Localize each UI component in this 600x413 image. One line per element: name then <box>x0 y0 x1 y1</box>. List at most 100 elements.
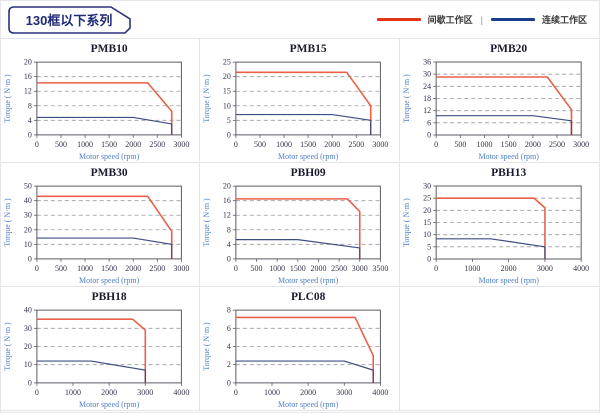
y-tick-label: 18 <box>423 94 431 103</box>
continuous-zone-line <box>236 113 372 135</box>
x-tick-label: 3000 <box>352 264 368 273</box>
y-tick-label: 50 <box>24 182 32 191</box>
intermittent-zone-line <box>435 76 572 135</box>
x-tick-label: 1000 <box>270 264 286 273</box>
x-tick-label: 1000 <box>77 264 93 273</box>
y-tick-label: 16 <box>223 196 231 205</box>
x-axis-label: Motor speed (rpm) <box>478 152 539 161</box>
y-tick-label: 12 <box>24 87 32 96</box>
y-tick-label: 0 <box>227 378 231 387</box>
x-tick-label: 3000 <box>573 140 589 149</box>
x-tick-label: 3000 <box>173 140 189 149</box>
series-title-box: 130框以下系列 <box>8 5 131 34</box>
y-tick-label: 36 <box>423 58 431 67</box>
y-tick-label: 30 <box>24 211 32 220</box>
continuous-zone-line <box>36 237 173 259</box>
y-tick-label: 30 <box>423 70 431 79</box>
y-tick-label: 20 <box>24 58 32 67</box>
chart-canvas: PBH09 0 500 1000 1500 2000 2500 3000 3500 0 4 8 12 16… <box>202 167 389 285</box>
legend-separator: | <box>480 14 483 25</box>
y-axis-label: Torque ( N·m ) <box>402 198 411 247</box>
y-tick-label: 15 <box>223 87 231 96</box>
chart-canvas: PMB15 0 500 1000 1500 2000 2500 3000 0 5 10 15 20 25 M… <box>202 43 389 161</box>
y-axis-label: Torque ( N·m ) <box>402 74 411 123</box>
chart-cell-PMB15: PMB15 0 500 1000 1500 2000 2500 3000 0 5 10 15 20 25 M… <box>200 39 400 163</box>
x-axis-label: Motor speed (rpm) <box>79 400 140 409</box>
y-tick-label: 15 <box>423 218 431 227</box>
x-tick-label: 3000 <box>537 264 553 273</box>
y-axis-label: Torque ( N·m ) <box>3 74 12 123</box>
y-tick-label: 0 <box>227 130 231 139</box>
x-tick-label: 0 <box>234 264 238 273</box>
y-tick-label: 20 <box>423 206 431 215</box>
y-tick-label: 0 <box>28 254 32 263</box>
intermittent-zone-line <box>435 197 546 259</box>
plot-border <box>36 61 182 136</box>
x-tick-label: 2000 <box>300 388 316 397</box>
legend-item-continuous: 连续工作区 <box>490 13 587 26</box>
continuous-zone-swatch <box>490 18 535 21</box>
x-tick-label: 2000 <box>524 140 540 149</box>
chart-title: PMB20 <box>490 43 527 55</box>
y-tick-label: 40 <box>24 196 32 205</box>
x-tick-label: 3000 <box>373 140 389 149</box>
chart-cell-PMB20: PMB20 0 500 1000 1500 2000 2500 3000 0 6 12 18 24 30 3… <box>399 39 599 163</box>
continuous-zone-line <box>36 116 173 135</box>
y-tick-label: 12 <box>423 106 431 115</box>
x-tick-label: 2000 <box>125 264 141 273</box>
y-tick-label: 5 <box>427 242 431 251</box>
x-tick-label: 0 <box>234 140 238 149</box>
page-header: 130框以下系列 间歇工作区 | 连续工作区 <box>1 1 599 38</box>
chart-cell-PMB10: PMB10 0 500 1000 1500 2000 2500 3000 0 4 8 12 16 20 Mo… <box>1 39 201 163</box>
page-title: 130框以下系列 <box>26 13 113 28</box>
legend-item-intermittent: 间歇工作区 <box>376 13 473 26</box>
y-axis-label: Torque ( N·m ) <box>202 198 211 247</box>
chart-cell-PMB30: PMB30 0 500 1000 1500 2000 2500 3000 0 10 20 30 40 50… <box>1 163 201 287</box>
chart-title: PMB30 <box>91 167 128 179</box>
x-tick-label: 2500 <box>149 264 165 273</box>
y-tick-label: 24 <box>423 82 431 91</box>
x-tick-label: 0 <box>234 388 238 397</box>
chart-title: PMB10 <box>91 43 128 55</box>
x-axis-label: Motor speed (rpm) <box>278 400 339 409</box>
x-tick-label: 1500 <box>300 140 316 149</box>
x-tick-label: 1000 <box>476 140 492 149</box>
x-tick-label: 3500 <box>373 264 389 273</box>
y-tick-label: 4 <box>227 240 231 249</box>
chart-title: PBH18 <box>92 291 127 303</box>
x-tick-label: 3000 <box>173 264 189 273</box>
x-tick-label: 2000 <box>101 388 117 397</box>
x-tick-label: 2000 <box>311 264 327 273</box>
y-tick-label: 8 <box>28 101 32 110</box>
x-axis-label: Motor speed (rpm) <box>79 152 140 161</box>
x-axis-label: Motor speed (rpm) <box>478 276 539 285</box>
intermittent-zone-line <box>236 198 361 259</box>
y-tick-label: 20 <box>24 342 32 351</box>
legend-label-continuous: 连续工作区 <box>541 15 587 25</box>
chart-canvas: PMB10 0 500 1000 1500 2000 2500 3000 0 4 8 12 16 20 Mo… <box>3 43 189 161</box>
y-tick-label: 10 <box>223 101 231 110</box>
continuous-zone-line <box>36 360 146 383</box>
intermittent-zone-line <box>236 71 372 135</box>
x-tick-label: 2000 <box>125 140 141 149</box>
y-axis-label: Torque ( N·m ) <box>3 322 12 371</box>
y-tick-label: 5 <box>227 116 231 125</box>
x-axis-label: Motor speed (rpm) <box>278 276 339 285</box>
intermittent-zone-swatch <box>376 18 421 21</box>
chart-cell-PBH09: PBH09 0 500 1000 1500 2000 2500 3000 3500 0 4 8 12 16… <box>200 163 400 287</box>
x-tick-label: 0 <box>35 264 39 273</box>
y-tick-label: 10 <box>24 240 32 249</box>
y-tick-label: 16 <box>24 72 32 81</box>
y-tick-label: 40 <box>24 306 32 315</box>
x-axis-label: Motor speed (rpm) <box>79 276 140 285</box>
chart-title: PBH13 <box>491 167 526 179</box>
x-tick-label: 3000 <box>337 388 353 397</box>
x-tick-label: 0 <box>434 140 438 149</box>
legend-label-intermittent: 间歇工作区 <box>427 15 473 25</box>
y-tick-label: 8 <box>227 306 231 315</box>
y-axis-label: Torque ( N·m ) <box>202 322 211 371</box>
y-tick-label: 10 <box>24 360 32 369</box>
continuous-zone-line <box>435 238 546 259</box>
y-tick-label: 25 <box>423 194 431 203</box>
